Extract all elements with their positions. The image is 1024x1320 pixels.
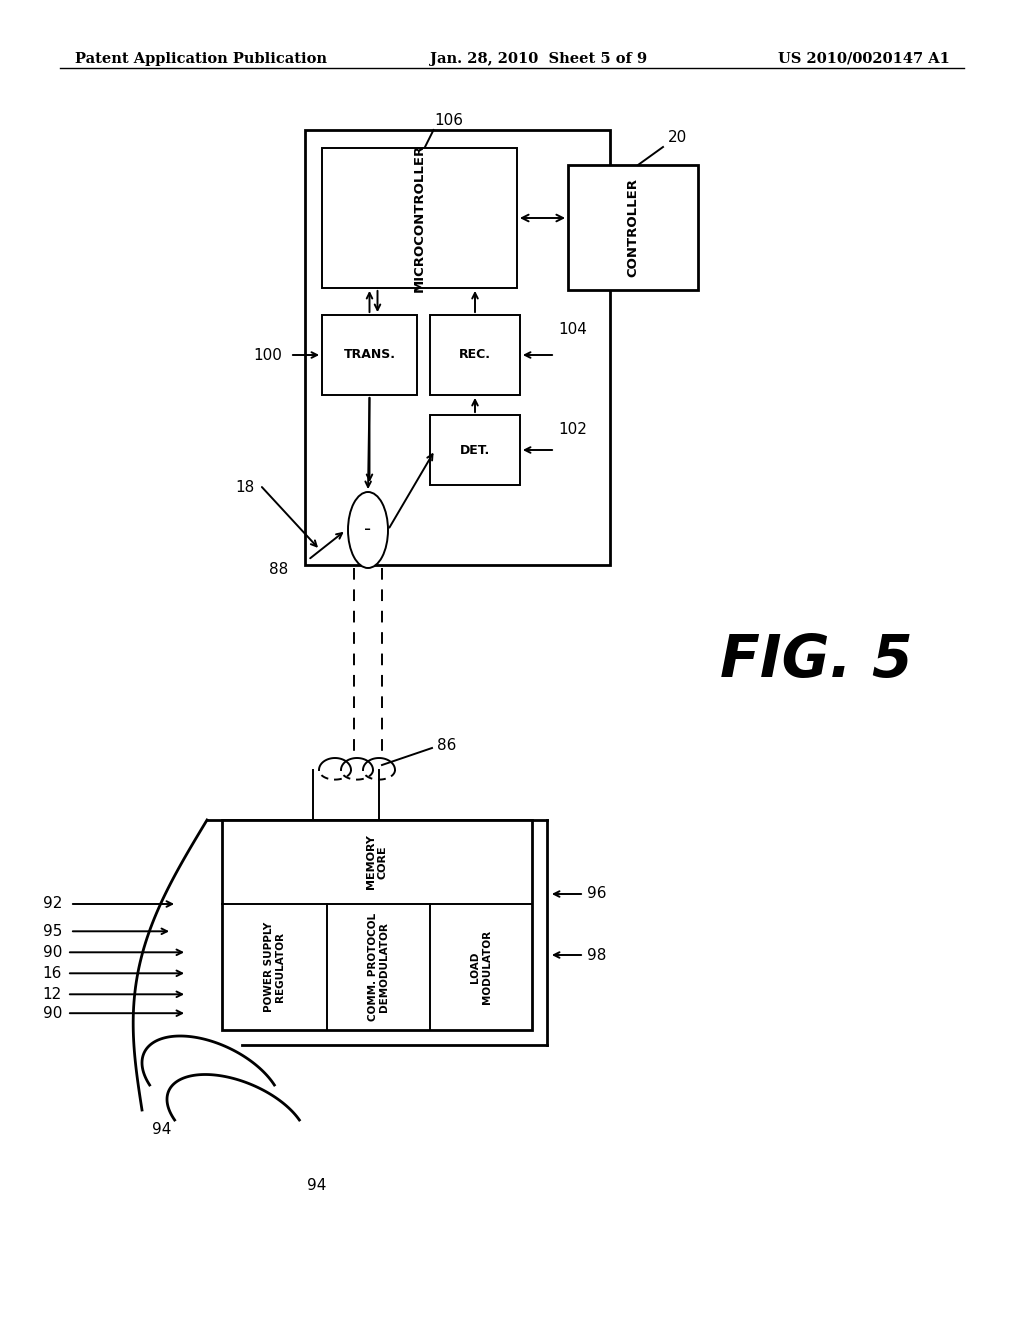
Text: -: - [365, 520, 372, 540]
Text: 102: 102 [558, 422, 587, 437]
Bar [322, 148, 517, 288]
Text: DET.: DET. [460, 444, 490, 457]
Text: 94: 94 [153, 1122, 172, 1138]
Text: Jan. 28, 2010  Sheet 5 of 9: Jan. 28, 2010 Sheet 5 of 9 [430, 51, 647, 66]
Bar [322, 315, 417, 395]
Text: TRANS.: TRANS. [343, 348, 395, 362]
Text: MEMORY
CORE: MEMORY CORE [367, 834, 388, 890]
Ellipse shape [348, 492, 388, 568]
Bar [430, 414, 520, 484]
Text: 96: 96 [587, 887, 606, 902]
Text: 98: 98 [587, 948, 606, 962]
Text: 95: 95 [43, 924, 62, 939]
Text: 90: 90 [43, 1006, 62, 1020]
Text: 16: 16 [43, 966, 62, 981]
Text: FIG. 5: FIG. 5 [720, 631, 912, 689]
Text: 86: 86 [437, 738, 457, 752]
Text: 88: 88 [268, 562, 288, 578]
Text: Patent Application Publication: Patent Application Publication [75, 51, 327, 66]
Text: COMM. PROTOCOL
DEMODULATOR: COMM. PROTOCOL DEMODULATOR [368, 913, 389, 1022]
Text: LOAD
MODULATOR: LOAD MODULATOR [470, 929, 492, 1005]
Bar [222, 820, 532, 1030]
Text: 20: 20 [668, 129, 687, 145]
Text: 90: 90 [43, 945, 62, 960]
Text: 12: 12 [43, 987, 62, 1002]
Bar [305, 129, 610, 565]
Text: REC.: REC. [459, 348, 490, 362]
Text: 18: 18 [236, 480, 255, 495]
Text: 106: 106 [434, 114, 464, 128]
Text: 100: 100 [253, 347, 282, 363]
Text: 104: 104 [558, 322, 587, 338]
Bar [568, 165, 698, 290]
Text: POWER SUPPLY
REGULATOR: POWER SUPPLY REGULATOR [264, 921, 286, 1012]
Text: 92: 92 [43, 896, 62, 912]
Bar [430, 315, 520, 395]
Text: 94: 94 [307, 1177, 327, 1192]
Text: MICROCONTROLLER: MICROCONTROLLER [413, 144, 426, 292]
Text: CONTROLLER: CONTROLLER [627, 178, 640, 277]
Text: US 2010/0020147 A1: US 2010/0020147 A1 [778, 51, 950, 66]
